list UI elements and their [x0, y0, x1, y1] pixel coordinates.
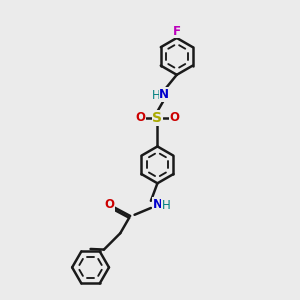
Text: N: N	[152, 198, 162, 211]
Text: O: O	[170, 111, 180, 124]
Text: N: N	[159, 88, 169, 101]
Text: S: S	[152, 111, 162, 125]
Text: H: H	[162, 200, 171, 212]
Text: F: F	[173, 25, 181, 38]
Text: O: O	[104, 199, 114, 212]
Text: H: H	[152, 89, 160, 102]
Text: O: O	[135, 111, 145, 124]
